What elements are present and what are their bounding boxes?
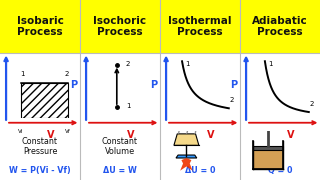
Text: 1: 1 — [126, 103, 130, 109]
Text: W = P(Vi - Vf): W = P(Vi - Vf) — [9, 166, 71, 175]
Bar — [253, 150, 283, 169]
Text: 1: 1 — [268, 61, 272, 67]
Text: V: V — [127, 130, 135, 140]
Text: Vf: Vf — [65, 129, 70, 134]
Text: 1: 1 — [20, 71, 24, 77]
Text: V: V — [287, 130, 295, 140]
Polygon shape — [180, 158, 193, 171]
Text: P: P — [70, 80, 77, 90]
Text: 2: 2 — [309, 101, 314, 107]
Text: 2: 2 — [229, 97, 234, 103]
Text: ΔU = 0: ΔU = 0 — [185, 166, 215, 175]
Text: V: V — [47, 130, 55, 140]
Polygon shape — [176, 155, 197, 158]
Text: P: P — [150, 80, 157, 90]
Text: P: P — [230, 80, 237, 90]
Text: Isobaric
Process: Isobaric Process — [17, 16, 63, 37]
Bar — [253, 146, 283, 150]
Text: 2: 2 — [126, 61, 130, 67]
Text: 1: 1 — [185, 61, 189, 67]
Polygon shape — [174, 134, 199, 145]
Text: Q = 0: Q = 0 — [268, 166, 292, 175]
Text: V: V — [207, 130, 215, 140]
Text: Constant
Volume: Constant Volume — [102, 137, 138, 156]
Text: Isochoric
Process: Isochoric Process — [93, 16, 147, 37]
Bar — [21, 83, 68, 118]
Text: Constant
Pressure: Constant Pressure — [22, 137, 58, 156]
Text: Adiabatic
Process: Adiabatic Process — [252, 16, 308, 37]
Text: Isothermal
Process: Isothermal Process — [168, 16, 232, 37]
Text: 2: 2 — [64, 71, 68, 77]
Text: ΔU = W: ΔU = W — [103, 166, 137, 175]
Text: Vi: Vi — [18, 129, 23, 134]
